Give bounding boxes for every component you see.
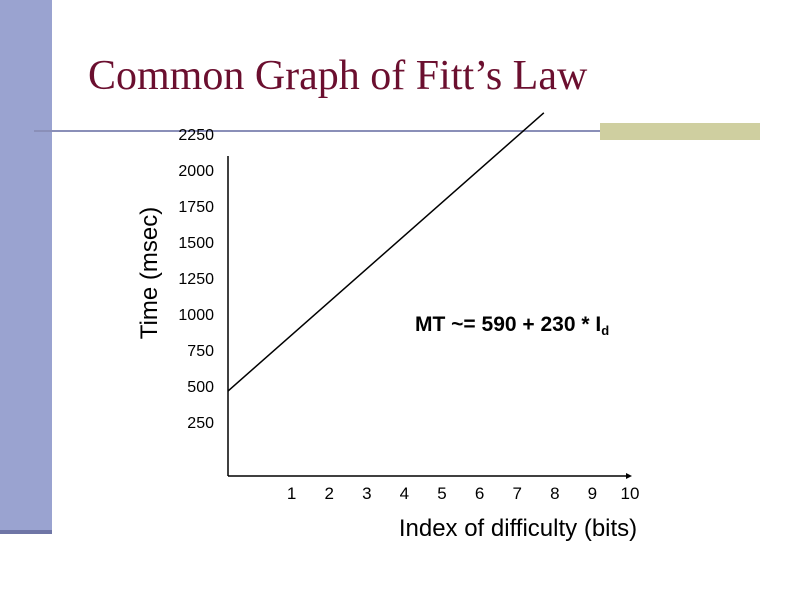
y-tick-label: 250 xyxy=(187,415,214,432)
x-tick-label: 2 xyxy=(324,484,333,503)
y-tick-label: 2000 xyxy=(178,163,214,180)
title-divider xyxy=(34,130,760,132)
x-tick-label: 9 xyxy=(588,484,597,503)
x-axis-label: Index of difficulty (bits) xyxy=(399,515,637,542)
side-accent-bar-shadow xyxy=(0,530,52,534)
slide-title: Common Graph of Fitt’s Law xyxy=(88,53,588,99)
x-tick-label: 5 xyxy=(437,484,446,503)
x-tick-label: 8 xyxy=(550,484,559,503)
fitts-law-equation: MT ~= 590 + 230 * Id xyxy=(415,313,609,338)
title-divider-accent xyxy=(600,123,760,140)
x-tick-label: 10 xyxy=(621,484,640,503)
x-tick-label: 3 xyxy=(362,484,371,503)
y-tick-label: 1000 xyxy=(178,307,214,324)
y-axis-label: Time (msec) xyxy=(136,207,163,339)
chart-axes xyxy=(227,156,632,479)
series-line-1 xyxy=(227,112,545,392)
equation-subscript: d xyxy=(601,323,609,338)
x-tick-label: 6 xyxy=(475,484,484,503)
x-tick-label: 7 xyxy=(512,484,521,503)
chart-ticks: 1 2 3 4 5 6 7 8 9 10 250 500 750 1000 1250 1500 1750 2000… xyxy=(178,127,639,503)
x-tick-label: 4 xyxy=(400,484,409,503)
y-tick-label: 1750 xyxy=(178,199,214,216)
equation-main: MT ~= 590 + 230 * I xyxy=(415,313,601,336)
y-tick-label: 500 xyxy=(187,379,214,396)
y-tick-label: 1500 xyxy=(178,235,214,252)
chart-series xyxy=(227,112,545,392)
side-accent-bar xyxy=(0,0,52,530)
y-tick-label: 750 xyxy=(187,343,214,360)
x-tick-label: 1 xyxy=(287,484,296,503)
y-tick-label: 1250 xyxy=(178,271,214,288)
x-axis-arrowhead xyxy=(626,473,632,479)
y-tick-label: 2250 xyxy=(178,127,214,144)
